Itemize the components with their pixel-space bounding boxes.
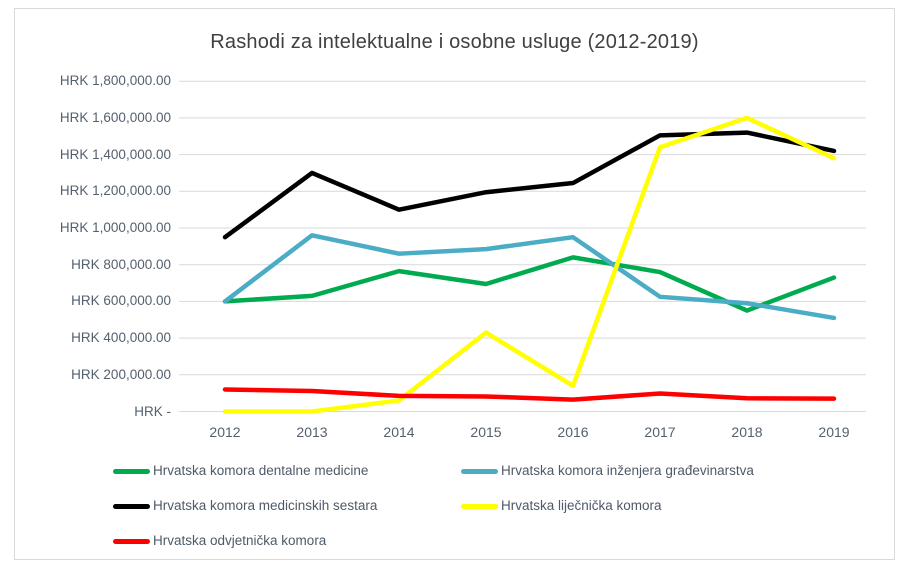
y-axis-tick-label: HRK 800,000.00 [71, 256, 171, 272]
chart-title: Rashodi za intelektualne i osobne usluge… [210, 31, 699, 53]
series-line-4 [222, 387, 837, 402]
chart-plot-svg[interactable] [15, 9, 896, 561]
y-axis-tick-label: HRK 400,000.00 [71, 330, 171, 346]
y-axis-tick-label: HRK 1,600,000.00 [59, 109, 171, 125]
y-axis-tick-label: HRK 600,000.00 [71, 293, 171, 309]
legend-item-1[interactable]: Hrvatska komora inženjera građevinarstva [461, 462, 754, 480]
x-axis-tick-label: 2013 [296, 424, 328, 440]
legend-line-marker [113, 538, 150, 544]
legend-label: Hrvatska odvjetnička komora [153, 533, 327, 548]
legend-line-marker [113, 468, 150, 474]
legend-line-marker [113, 503, 150, 509]
legend-item-0[interactable]: Hrvatska komora dentalne medicine [113, 462, 368, 480]
legend-line-marker [461, 468, 498, 474]
x-axis-tick-label: 2014 [383, 424, 415, 440]
series-line-3 [222, 115, 837, 414]
x-axis-tick-label: 2018 [731, 424, 763, 440]
legend-label: Hrvatska komora dentalne medicine [153, 463, 369, 478]
y-axis-tick-label: HRK 1,400,000.00 [59, 146, 171, 162]
chart-frame: Rashodi za intelektualne i osobne usluge… [14, 8, 895, 560]
y-axis-tick-label: HRK 200,000.00 [71, 366, 171, 382]
legend-label: Hrvatska liječnička komora [501, 498, 662, 513]
legend-item-3[interactable]: Hrvatska liječnička komora [461, 497, 662, 515]
y-axis-tick-label: HRK 1,800,000.00 [59, 73, 171, 89]
x-axis-tick-label: 2015 [470, 424, 502, 440]
legend-label: Hrvatska komora medicinskih sestara [153, 498, 378, 513]
series-line-2 [222, 130, 837, 240]
y-axis-tick-label: HRK 1,200,000.00 [59, 183, 171, 199]
x-axis-tick-label: 2016 [557, 424, 589, 440]
legend-line-marker [461, 503, 498, 509]
x-axis-tick-label: 2012 [209, 424, 241, 440]
y-axis-tick-label: HRK - [134, 403, 171, 419]
x-axis-tick-label: 2019 [818, 424, 850, 440]
series-line-1 [222, 233, 837, 321]
legend-item-4[interactable]: Hrvatska odvjetnička komora [113, 532, 326, 550]
y-axis-tick-label: HRK 1,000,000.00 [59, 220, 171, 235]
x-axis-tick-label: 2017 [644, 424, 676, 440]
legend-label: Hrvatska komora inženjera građevinarstva [501, 463, 754, 478]
legend-item-2[interactable]: Hrvatska komora medicinskih sestara [113, 497, 377, 515]
